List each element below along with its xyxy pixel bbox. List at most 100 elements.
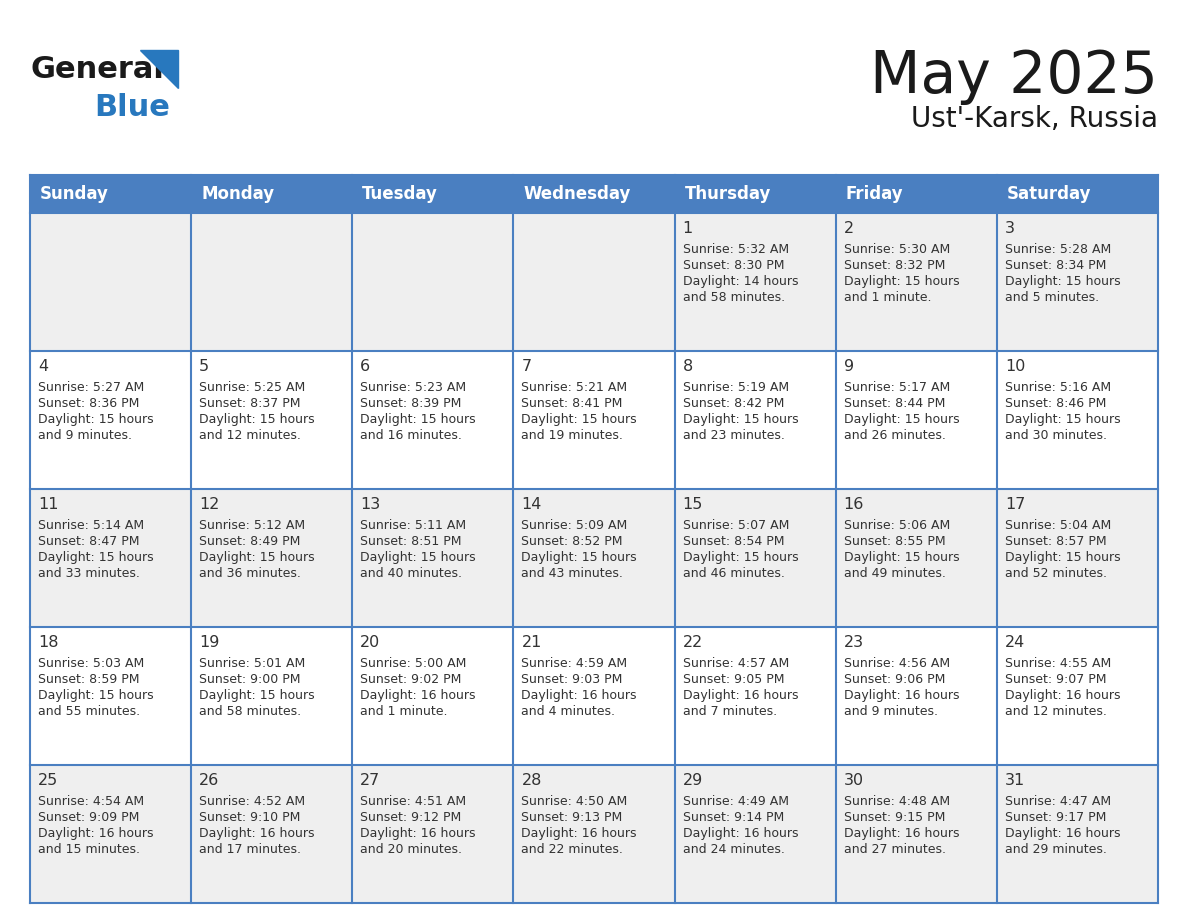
Text: Sunrise: 5:25 AM: Sunrise: 5:25 AM xyxy=(200,381,305,394)
Text: Daylight: 15 hours: Daylight: 15 hours xyxy=(200,413,315,426)
Text: Daylight: 15 hours: Daylight: 15 hours xyxy=(522,551,637,564)
Text: 5: 5 xyxy=(200,359,209,374)
Text: Sunset: 8:39 PM: Sunset: 8:39 PM xyxy=(360,397,462,410)
Text: Wednesday: Wednesday xyxy=(524,185,631,203)
Text: 26: 26 xyxy=(200,773,220,788)
Text: 11: 11 xyxy=(38,497,58,512)
Text: Tuesday: Tuesday xyxy=(362,185,438,203)
Text: and 1 minute.: and 1 minute. xyxy=(360,705,448,718)
Text: Sunset: 8:55 PM: Sunset: 8:55 PM xyxy=(843,535,946,548)
Text: 25: 25 xyxy=(38,773,58,788)
Text: Sunrise: 5:09 AM: Sunrise: 5:09 AM xyxy=(522,519,627,532)
Text: 3: 3 xyxy=(1005,221,1015,236)
Text: Daylight: 15 hours: Daylight: 15 hours xyxy=(38,413,153,426)
Text: Sunrise: 5:04 AM: Sunrise: 5:04 AM xyxy=(1005,519,1111,532)
Text: 17: 17 xyxy=(1005,497,1025,512)
Text: Daylight: 16 hours: Daylight: 16 hours xyxy=(683,827,798,840)
Text: Daylight: 15 hours: Daylight: 15 hours xyxy=(683,413,798,426)
Text: and 5 minutes.: and 5 minutes. xyxy=(1005,291,1099,304)
Text: 22: 22 xyxy=(683,635,703,650)
Text: Sunset: 9:09 PM: Sunset: 9:09 PM xyxy=(38,811,139,824)
Text: Sunset: 8:32 PM: Sunset: 8:32 PM xyxy=(843,259,946,272)
Text: 15: 15 xyxy=(683,497,703,512)
Text: and 20 minutes.: and 20 minutes. xyxy=(360,843,462,856)
Text: and 7 minutes.: and 7 minutes. xyxy=(683,705,777,718)
Text: Sunset: 9:05 PM: Sunset: 9:05 PM xyxy=(683,673,784,686)
Text: Sunset: 9:02 PM: Sunset: 9:02 PM xyxy=(360,673,462,686)
Text: Sunrise: 5:14 AM: Sunrise: 5:14 AM xyxy=(38,519,144,532)
Text: Sunday: Sunday xyxy=(40,185,109,203)
Text: Sunset: 9:10 PM: Sunset: 9:10 PM xyxy=(200,811,301,824)
Text: Blue: Blue xyxy=(94,93,170,122)
Text: Sunset: 9:17 PM: Sunset: 9:17 PM xyxy=(1005,811,1106,824)
Text: Sunset: 9:07 PM: Sunset: 9:07 PM xyxy=(1005,673,1106,686)
Text: Monday: Monday xyxy=(201,185,274,203)
Text: Sunrise: 5:21 AM: Sunrise: 5:21 AM xyxy=(522,381,627,394)
Text: Sunset: 9:06 PM: Sunset: 9:06 PM xyxy=(843,673,946,686)
Text: 10: 10 xyxy=(1005,359,1025,374)
Text: Daylight: 15 hours: Daylight: 15 hours xyxy=(1005,413,1120,426)
Text: Sunrise: 5:12 AM: Sunrise: 5:12 AM xyxy=(200,519,305,532)
Text: and 58 minutes.: and 58 minutes. xyxy=(683,291,785,304)
Text: and 43 minutes.: and 43 minutes. xyxy=(522,567,624,580)
Text: Daylight: 15 hours: Daylight: 15 hours xyxy=(843,275,960,288)
Text: and 52 minutes.: and 52 minutes. xyxy=(1005,567,1107,580)
Text: and 46 minutes.: and 46 minutes. xyxy=(683,567,784,580)
Text: Sunrise: 4:47 AM: Sunrise: 4:47 AM xyxy=(1005,795,1111,808)
Text: and 16 minutes.: and 16 minutes. xyxy=(360,429,462,442)
Text: Daylight: 16 hours: Daylight: 16 hours xyxy=(843,827,959,840)
Text: Sunset: 8:54 PM: Sunset: 8:54 PM xyxy=(683,535,784,548)
Text: Daylight: 15 hours: Daylight: 15 hours xyxy=(200,551,315,564)
Text: 16: 16 xyxy=(843,497,864,512)
Text: and 9 minutes.: and 9 minutes. xyxy=(843,705,937,718)
Text: Daylight: 15 hours: Daylight: 15 hours xyxy=(683,551,798,564)
Text: Sunset: 8:47 PM: Sunset: 8:47 PM xyxy=(38,535,139,548)
Text: Sunset: 8:57 PM: Sunset: 8:57 PM xyxy=(1005,535,1106,548)
Text: Sunrise: 4:49 AM: Sunrise: 4:49 AM xyxy=(683,795,789,808)
Text: Daylight: 14 hours: Daylight: 14 hours xyxy=(683,275,798,288)
Text: Sunset: 9:15 PM: Sunset: 9:15 PM xyxy=(843,811,946,824)
Text: Daylight: 15 hours: Daylight: 15 hours xyxy=(38,551,153,564)
Text: and 17 minutes.: and 17 minutes. xyxy=(200,843,301,856)
Text: Sunset: 8:34 PM: Sunset: 8:34 PM xyxy=(1005,259,1106,272)
Text: Daylight: 16 hours: Daylight: 16 hours xyxy=(683,689,798,702)
Text: Sunrise: 5:03 AM: Sunrise: 5:03 AM xyxy=(38,657,144,670)
Text: Thursday: Thursday xyxy=(684,185,771,203)
Text: Daylight: 15 hours: Daylight: 15 hours xyxy=(360,413,476,426)
Text: Sunrise: 5:32 AM: Sunrise: 5:32 AM xyxy=(683,243,789,256)
Text: and 40 minutes.: and 40 minutes. xyxy=(360,567,462,580)
Text: 4: 4 xyxy=(38,359,49,374)
Text: Sunrise: 5:17 AM: Sunrise: 5:17 AM xyxy=(843,381,950,394)
Text: 8: 8 xyxy=(683,359,693,374)
Text: and 24 minutes.: and 24 minutes. xyxy=(683,843,784,856)
Bar xyxy=(30,175,1158,213)
Text: Sunset: 9:00 PM: Sunset: 9:00 PM xyxy=(200,673,301,686)
Text: Sunset: 8:44 PM: Sunset: 8:44 PM xyxy=(843,397,946,410)
Text: Daylight: 15 hours: Daylight: 15 hours xyxy=(1005,551,1120,564)
Text: Sunset: 8:36 PM: Sunset: 8:36 PM xyxy=(38,397,139,410)
Text: Daylight: 15 hours: Daylight: 15 hours xyxy=(360,551,476,564)
Text: and 55 minutes.: and 55 minutes. xyxy=(38,705,140,718)
Text: 6: 6 xyxy=(360,359,371,374)
Text: Daylight: 16 hours: Daylight: 16 hours xyxy=(843,689,959,702)
Text: and 12 minutes.: and 12 minutes. xyxy=(200,429,301,442)
Text: Sunrise: 4:57 AM: Sunrise: 4:57 AM xyxy=(683,657,789,670)
Text: 9: 9 xyxy=(843,359,854,374)
Text: and 4 minutes.: and 4 minutes. xyxy=(522,705,615,718)
Text: and 30 minutes.: and 30 minutes. xyxy=(1005,429,1107,442)
Text: Sunrise: 5:16 AM: Sunrise: 5:16 AM xyxy=(1005,381,1111,394)
Text: Friday: Friday xyxy=(846,185,903,203)
Text: Sunrise: 5:23 AM: Sunrise: 5:23 AM xyxy=(360,381,467,394)
Text: and 23 minutes.: and 23 minutes. xyxy=(683,429,784,442)
Text: 1: 1 xyxy=(683,221,693,236)
Text: Ust'-Karsk, Russia: Ust'-Karsk, Russia xyxy=(911,105,1158,133)
Text: Daylight: 16 hours: Daylight: 16 hours xyxy=(522,827,637,840)
Text: Saturday: Saturday xyxy=(1007,185,1092,203)
Text: Sunrise: 4:48 AM: Sunrise: 4:48 AM xyxy=(843,795,950,808)
Text: Sunrise: 5:28 AM: Sunrise: 5:28 AM xyxy=(1005,243,1111,256)
Text: and 1 minute.: and 1 minute. xyxy=(843,291,931,304)
Text: 21: 21 xyxy=(522,635,542,650)
Text: Sunrise: 4:51 AM: Sunrise: 4:51 AM xyxy=(360,795,467,808)
Text: Sunrise: 5:19 AM: Sunrise: 5:19 AM xyxy=(683,381,789,394)
Bar xyxy=(30,765,1158,903)
